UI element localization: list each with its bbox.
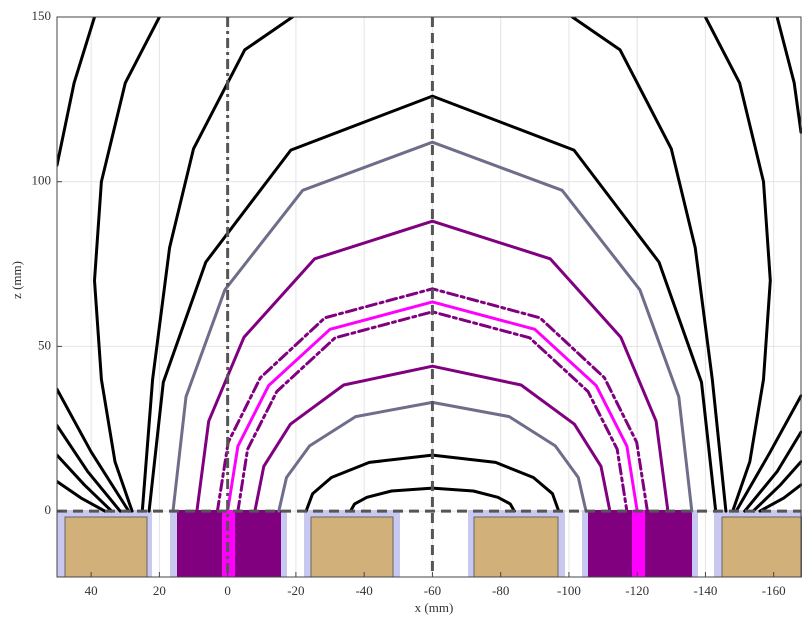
y-tick-label: 150 xyxy=(32,8,52,23)
x-tick-label: -120 xyxy=(625,583,649,598)
axis-labels: 40 20 0 -20 -40 -60 -80 -100 -120 -140 -160 0 50 100 1… xyxy=(32,8,786,598)
reference-lines xyxy=(57,17,801,577)
x-tick-label: 40 xyxy=(85,583,98,598)
field-lines xyxy=(57,17,802,513)
x-tick-label: 0 xyxy=(224,583,231,598)
x-tick-label: -40 xyxy=(355,583,372,598)
x-tick-label: -100 xyxy=(557,583,581,598)
x-tick-label: -140 xyxy=(694,583,718,598)
field-line xyxy=(57,424,802,513)
field-line xyxy=(215,287,649,513)
field-line xyxy=(57,480,802,513)
field-line xyxy=(171,140,694,513)
field-line xyxy=(57,17,802,167)
x-tick-label: -160 xyxy=(762,583,786,598)
field-line xyxy=(226,300,639,513)
y-tick-label: 100 xyxy=(32,173,52,188)
field-line xyxy=(253,364,612,513)
x-axis-label: x (mm) xyxy=(415,600,454,615)
coil-blocks xyxy=(57,510,802,578)
plot-frame xyxy=(56,16,802,578)
coil-core xyxy=(473,516,559,578)
field-line xyxy=(57,387,802,513)
plot-area xyxy=(57,17,801,577)
x-tick-label: -20 xyxy=(287,583,304,598)
x-tick-label: -60 xyxy=(424,583,441,598)
coil-core xyxy=(310,516,394,578)
field-line xyxy=(93,17,772,513)
field-line xyxy=(147,94,718,513)
coil-core xyxy=(64,516,148,578)
field-line xyxy=(195,219,670,513)
coil-core xyxy=(721,516,802,578)
y-axis-label: z (mm) xyxy=(9,261,24,299)
field-line xyxy=(57,453,802,513)
x-tick-label: 20 xyxy=(153,583,166,598)
y-tick-label: 50 xyxy=(38,337,51,352)
y-tick-label: 0 xyxy=(45,502,52,517)
x-tick-label: -80 xyxy=(492,583,509,598)
field-line xyxy=(140,17,728,513)
coil-strip xyxy=(632,510,645,577)
